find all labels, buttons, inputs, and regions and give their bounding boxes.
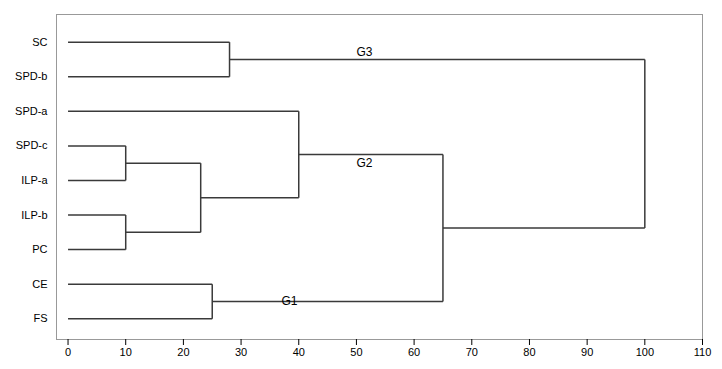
svg-text:110: 110 [694, 346, 712, 358]
svg-text:SPD-a: SPD-a [15, 105, 48, 117]
svg-text:30: 30 [235, 346, 247, 358]
svg-text:100: 100 [636, 346, 654, 358]
svg-text:20: 20 [177, 346, 189, 358]
svg-text:SC: SC [32, 36, 47, 48]
svg-text:ILP-a: ILP-a [21, 174, 48, 186]
svg-text:G3: G3 [356, 45, 372, 59]
svg-text:G1: G1 [281, 294, 297, 308]
svg-text:0: 0 [65, 346, 71, 358]
svg-text:FS: FS [33, 312, 47, 324]
svg-text:ILP-b: ILP-b [21, 209, 47, 221]
svg-text:60: 60 [408, 346, 420, 358]
svg-text:G2: G2 [356, 156, 372, 170]
svg-text:CE: CE [32, 278, 47, 290]
svg-text:10: 10 [120, 346, 132, 358]
svg-text:80: 80 [523, 346, 535, 358]
svg-text:SPD-c: SPD-c [16, 139, 48, 151]
svg-text:90: 90 [581, 346, 593, 358]
svg-text:SPD-b: SPD-b [15, 70, 47, 82]
svg-text:40: 40 [293, 346, 305, 358]
svg-text:PC: PC [32, 243, 47, 255]
svg-text:50: 50 [350, 346, 362, 358]
svg-text:70: 70 [466, 346, 478, 358]
